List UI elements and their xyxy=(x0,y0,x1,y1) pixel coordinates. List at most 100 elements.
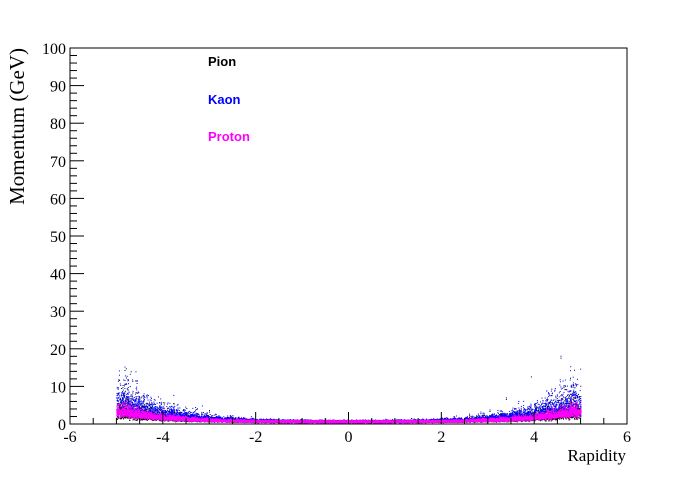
data-point xyxy=(143,403,145,405)
data-point xyxy=(562,406,563,408)
data-point xyxy=(186,414,188,416)
data-point xyxy=(124,393,126,395)
data-point xyxy=(123,418,125,420)
data-point xyxy=(161,411,163,413)
data-point xyxy=(529,407,531,409)
data-point xyxy=(145,419,147,421)
data-point xyxy=(534,406,536,408)
data-point xyxy=(129,386,131,388)
data-point xyxy=(578,408,580,410)
data-point xyxy=(505,397,507,399)
data-point xyxy=(575,383,577,385)
data-point xyxy=(549,418,551,420)
data-point xyxy=(124,379,126,381)
data-point xyxy=(118,380,120,381)
data-point xyxy=(506,421,508,423)
data-point xyxy=(131,416,133,418)
data-point xyxy=(236,418,238,420)
data-point xyxy=(540,407,541,409)
data-point xyxy=(235,417,236,419)
data-point xyxy=(120,408,122,409)
data-point xyxy=(135,380,137,382)
data-point xyxy=(549,420,551,422)
data-point xyxy=(120,418,122,420)
data-point xyxy=(560,395,562,397)
data-point xyxy=(557,410,559,412)
data-point xyxy=(469,414,471,416)
data-point xyxy=(158,419,160,421)
data-point xyxy=(180,420,182,422)
data-point xyxy=(143,405,145,407)
data-point xyxy=(118,405,120,407)
data-point xyxy=(569,393,571,395)
data-point xyxy=(197,408,198,410)
data-point xyxy=(501,412,503,414)
data-point xyxy=(117,403,119,405)
data-point xyxy=(567,406,569,408)
data-point xyxy=(146,419,148,421)
data-point xyxy=(137,419,139,421)
data-point xyxy=(560,357,562,359)
data-point xyxy=(144,419,146,421)
data-points-layer xyxy=(116,355,582,424)
data-point xyxy=(149,407,151,409)
data-point xyxy=(150,403,152,405)
data-point xyxy=(132,392,134,394)
data-point xyxy=(147,408,148,410)
data-point xyxy=(159,407,160,409)
data-point xyxy=(577,417,579,419)
data-point xyxy=(568,418,570,420)
data-point xyxy=(144,409,146,411)
data-point xyxy=(579,409,581,411)
data-point xyxy=(559,417,561,419)
data-point xyxy=(547,405,549,407)
data-point xyxy=(492,421,494,423)
data-point xyxy=(574,414,575,416)
data-point xyxy=(571,417,573,419)
data-point xyxy=(153,412,154,414)
data-point xyxy=(548,402,550,403)
data-point xyxy=(116,417,118,419)
data-point xyxy=(572,405,574,407)
data-point xyxy=(227,417,228,418)
data-point xyxy=(125,407,127,409)
data-point xyxy=(202,412,204,414)
data-point xyxy=(506,413,508,415)
data-point xyxy=(132,419,134,421)
data-point xyxy=(516,420,518,422)
data-point xyxy=(140,419,142,421)
data-point xyxy=(568,419,570,421)
data-point xyxy=(572,391,574,393)
data-point xyxy=(534,410,536,412)
data-point xyxy=(520,412,522,414)
data-point xyxy=(136,419,138,421)
data-point xyxy=(121,401,123,403)
data-point xyxy=(189,413,191,415)
data-point xyxy=(476,416,477,418)
data-point xyxy=(135,419,137,421)
data-point xyxy=(489,411,491,412)
data-point xyxy=(565,405,567,407)
data-point xyxy=(195,409,197,411)
data-point xyxy=(555,400,557,402)
data-point xyxy=(579,396,581,398)
data-point xyxy=(153,403,155,405)
data-point xyxy=(124,402,126,404)
data-point xyxy=(158,418,160,420)
data-point xyxy=(146,410,147,412)
data-point xyxy=(529,409,530,411)
data-point xyxy=(520,413,522,415)
data-point xyxy=(125,417,127,419)
data-point xyxy=(167,407,169,409)
data-point xyxy=(516,410,518,412)
data-point xyxy=(194,414,196,416)
data-point xyxy=(552,418,554,420)
data-point xyxy=(177,407,179,409)
data-point xyxy=(568,405,570,407)
data-point xyxy=(570,384,572,386)
data-point xyxy=(159,412,161,414)
data-point xyxy=(209,411,210,413)
data-point xyxy=(153,410,155,412)
